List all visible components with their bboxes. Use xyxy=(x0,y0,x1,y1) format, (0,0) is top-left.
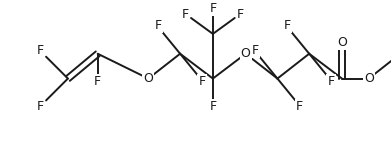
Text: F: F xyxy=(36,100,44,113)
Text: F: F xyxy=(237,8,244,21)
Text: F: F xyxy=(296,100,303,113)
Text: F: F xyxy=(198,75,205,88)
Text: F: F xyxy=(209,100,216,113)
Text: O: O xyxy=(364,72,374,85)
Text: O: O xyxy=(337,36,347,49)
Text: F: F xyxy=(94,75,101,88)
Text: F: F xyxy=(284,19,291,32)
Text: F: F xyxy=(209,2,216,15)
Text: F: F xyxy=(155,19,162,32)
Text: F: F xyxy=(181,8,189,21)
Text: F: F xyxy=(36,44,44,57)
Text: F: F xyxy=(252,44,259,57)
Text: O: O xyxy=(241,47,250,60)
Text: O: O xyxy=(143,72,153,85)
Text: F: F xyxy=(327,75,335,88)
